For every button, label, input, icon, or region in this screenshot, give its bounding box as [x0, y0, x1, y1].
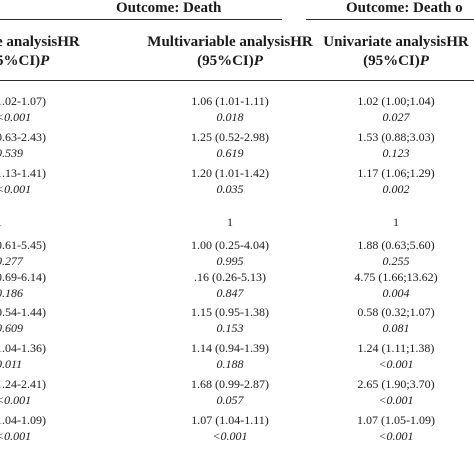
outcome-death-partial-header: Outcome: Death o	[346, 0, 463, 16]
table-cell-p-value: <0.001	[378, 357, 414, 371]
table-cell-p-value: <0.001	[378, 429, 414, 443]
table-cell-p-value: <0.001	[378, 393, 414, 407]
table-cell-p-value: 0.847	[216, 286, 244, 300]
table-cell-p-value: 0.539	[0, 146, 23, 160]
table-cell-p-value: <0.001	[0, 110, 32, 124]
table-cell-p-value: 0.609	[0, 321, 23, 335]
table-cell-p-value: 0.035	[216, 182, 244, 196]
table-cell-p-value: 0.995	[216, 254, 244, 268]
table-cell-value: 1.13-1.41)	[0, 166, 46, 180]
table-cell-value: 1.25 (0.52-2.98)	[191, 130, 269, 144]
table-cell-p-value: 0.018	[216, 110, 244, 124]
table-cell-value: 1.20 (1.01-1.42)	[191, 166, 269, 180]
table-cell-p-value: 0.027	[382, 110, 410, 124]
table-cell-p-value: 0.057	[216, 393, 244, 407]
table-cell-value: 1	[227, 215, 233, 229]
table-cell-value: 1.24 (1.11;1.38)	[357, 341, 435, 355]
column-header-multivariable: Multivariable analysisHR (95%CI)P	[147, 34, 313, 69]
header-rule-right	[306, 19, 474, 20]
table-cell-p-value: 0.081	[382, 321, 410, 335]
table-cell-p-value: 0.011	[0, 357, 23, 371]
table-cell-value: 0.69-6.14)	[0, 270, 46, 284]
table-cell-value: 1.00 (0.25-4.04)	[191, 238, 269, 252]
table-cell-p-value: 0.188	[216, 357, 244, 371]
subheader-rule	[0, 80, 474, 81]
table-cell-value: 1.53 (0.88;3.03)	[357, 130, 435, 144]
table-cell-value: 1.88 (0.63;5.60)	[357, 238, 435, 252]
table-cell-value: 1.02-1.07)	[0, 94, 46, 108]
table-cell-p-value: 0.153	[216, 321, 244, 335]
table-cell-value: 1.15 (0.95-1.38)	[191, 305, 269, 319]
column-header-univariate-partial: e analysisHR 5%CI)P	[0, 34, 80, 69]
table-cell-value: 1.24-2.41)	[0, 377, 46, 391]
table-cell-value: 4.75 (1.66;13.62)	[354, 270, 438, 284]
table-cell-value: 0.54-1.44)	[0, 305, 46, 319]
table-cell-p-value: 0.002	[382, 182, 410, 196]
table-cell-value: 1.68 (0.99-2.87)	[191, 377, 269, 391]
table-cell-value: 0.63-2.43)	[0, 130, 46, 144]
table-cell-value: 1.06 (1.01-1.11)	[191, 94, 269, 108]
table-cell-value: 1.17 (1.06;1.29)	[357, 166, 435, 180]
table-cell-p-value: <0.001	[0, 393, 32, 407]
table-cell-value: 1.04-1.09)	[0, 413, 46, 427]
table-cell-value: 1.07 (1.05-1.09)	[357, 413, 435, 427]
table-cell-p-value: <0.001	[0, 429, 32, 443]
table-cell-p-value: 0.004	[382, 286, 410, 300]
column-header-univariate: Univariate analysisHR (95%CI)P	[323, 34, 469, 69]
table-cell-p-value: <0.001	[212, 429, 248, 443]
table-cell-value: 0.61-5.45)	[0, 238, 46, 252]
table-cell-value: 1.02 (1.00;1.04)	[357, 94, 435, 108]
table-cell-p-value: 0.123	[382, 146, 410, 160]
table-cell-p-value: 0.255	[382, 254, 410, 268]
table-cell-value: 1.04-1.36)	[0, 341, 46, 355]
table-cell-p-value: 0.277	[0, 254, 23, 268]
table-cell-value: 1	[0, 215, 2, 229]
header-rule-left	[0, 19, 282, 20]
table-cell-value: 0.58 (0.32;1.07)	[357, 305, 435, 319]
table-cell-value: .16 (0.26-5.13)	[194, 270, 266, 284]
table-cell-p-value: 0.619	[216, 146, 244, 160]
table-cell-value: 1.07 (1.04-1.11)	[191, 413, 269, 427]
table-cell-p-value: 0.186	[0, 286, 23, 300]
table-cell-value: 2.65 (1.90;3.70)	[357, 377, 435, 391]
table-cell-value: 1.14 (0.94-1.39)	[191, 341, 269, 355]
outcome-death-header: Outcome: Death	[116, 0, 222, 16]
table-cell-value: 1	[393, 215, 399, 229]
table-cell-p-value: <0.001	[0, 182, 32, 196]
